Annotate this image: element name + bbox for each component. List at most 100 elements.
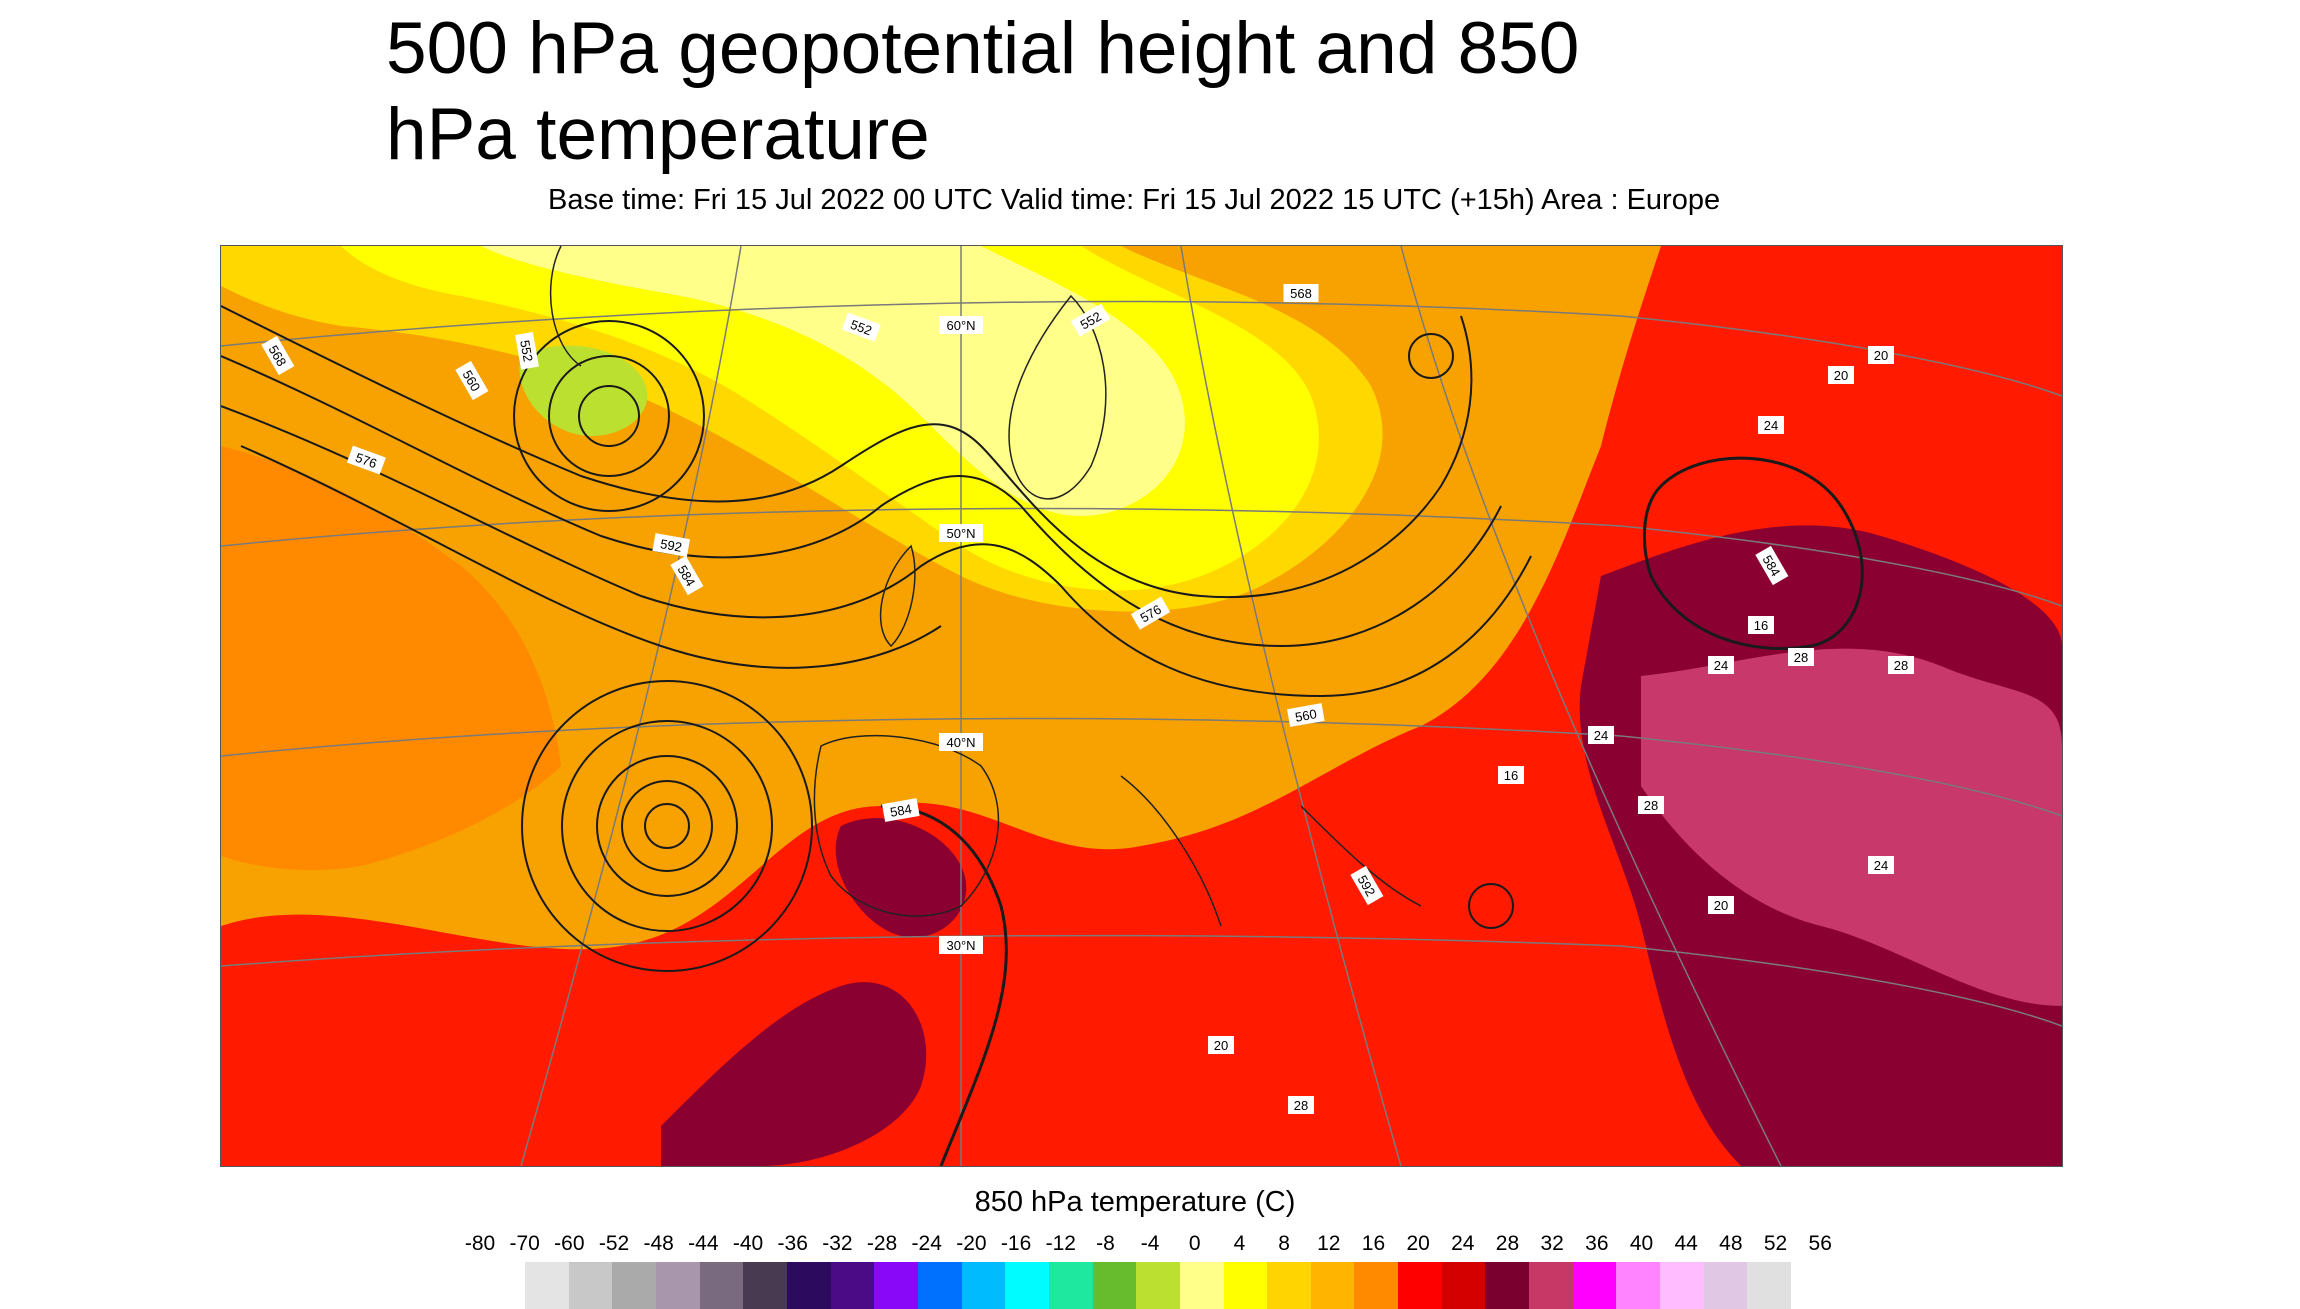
field-warm-atlantic bbox=[221, 446, 561, 871]
legend-tick-label: 36 bbox=[1585, 1232, 1609, 1255]
meridian-east bbox=[1180, 246, 1402, 1166]
legend-tick-label: -12 bbox=[1045, 1232, 1076, 1255]
svg-text:20: 20 bbox=[1714, 898, 1728, 913]
graticule bbox=[221, 246, 2062, 1166]
contour-low-atlantic-4 bbox=[561, 720, 773, 932]
legend-swatch bbox=[874, 1262, 918, 1309]
contour-576 bbox=[221, 355, 1502, 648]
legend-tick-label: -80 bbox=[464, 1232, 496, 1255]
meridian-far-east bbox=[1400, 246, 1782, 1166]
svg-text:28: 28 bbox=[1894, 658, 1908, 673]
legend-tick-label: -4 bbox=[1140, 1232, 1160, 1255]
legend-swatch bbox=[830, 1262, 875, 1309]
legend-swatch bbox=[1398, 1262, 1442, 1309]
temperature-value-label: 28 bbox=[1288, 1096, 1314, 1114]
contour-592-iberia bbox=[880, 804, 1008, 1166]
field-very-hot-iberia-south bbox=[661, 982, 927, 1166]
svg-text:28: 28 bbox=[1294, 1098, 1308, 1113]
coast-british-isles bbox=[879, 544, 916, 648]
legend-tick-label: 52 bbox=[1763, 1232, 1788, 1255]
graticule-label: 50°N bbox=[939, 524, 983, 542]
europe-map: 568 560 552 576 552 552 568 584 576 560 592 584 592 5… bbox=[220, 245, 2063, 1167]
legend-swatch bbox=[1092, 1262, 1137, 1309]
legend-tick-label: 20 bbox=[1406, 1232, 1430, 1255]
legend-swatch bbox=[1005, 1262, 1049, 1309]
coast-balkans bbox=[1300, 805, 1422, 907]
svg-text:28: 28 bbox=[1644, 798, 1658, 813]
contour-height-label: 576 bbox=[346, 445, 386, 475]
legend-tick-label: -36 bbox=[777, 1232, 808, 1255]
legend-swatch bbox=[1747, 1262, 1792, 1309]
contour-low-atlantic-5 bbox=[521, 680, 813, 972]
coast-scandinavia bbox=[1008, 294, 1107, 500]
legend-swatch bbox=[1223, 1262, 1268, 1309]
field-extreme-east bbox=[1641, 648, 2062, 1006]
graticule-label: 40°N bbox=[939, 733, 983, 751]
graticule-labels: 60°N 50°N 40°N 30°N bbox=[939, 316, 983, 954]
legend-swatch bbox=[786, 1262, 831, 1309]
legend-tick-label: 48 bbox=[1719, 1232, 1743, 1255]
legend-ticks: -80 -70 -60 -52 -48 -44 -40 -36 -32 -28 -24 -20 -16-… bbox=[0, 1232, 2300, 1256]
svg-text:60°N: 60°N bbox=[946, 318, 975, 333]
legend-swatch bbox=[1267, 1262, 1311, 1309]
legend-tick-label: -24 bbox=[911, 1232, 942, 1255]
legend-swatch bbox=[1572, 1262, 1617, 1309]
legend-color-bar bbox=[525, 1262, 1792, 1309]
contour-low-atlantic-2 bbox=[621, 780, 713, 872]
coast-italy bbox=[1120, 775, 1222, 927]
legend-swatch bbox=[961, 1262, 1006, 1309]
svg-text:16: 16 bbox=[1504, 768, 1518, 783]
legend-tick-label: 0 bbox=[1188, 1232, 1201, 1255]
contour-height-label: 552 bbox=[1070, 303, 1111, 337]
legend-tick-label: 40 bbox=[1629, 1232, 1654, 1255]
temperature-field bbox=[221, 246, 2062, 1166]
contour-height-label: 560 bbox=[455, 360, 489, 401]
svg-text:24: 24 bbox=[1764, 418, 1778, 433]
legend-tick-label: -52 bbox=[598, 1232, 630, 1255]
page-title: 500 hPa geopotential height and 850 hPa … bbox=[386, 8, 1580, 175]
legend-tick-label: 44 bbox=[1674, 1232, 1698, 1255]
legend-tick-label: -44 bbox=[688, 1232, 719, 1255]
legend-tick-label: -8 bbox=[1096, 1232, 1115, 1255]
legend-tick-label: -40 bbox=[732, 1232, 764, 1255]
legend-swatch bbox=[612, 1262, 656, 1309]
legend-title: 850 hPa temperature (C) bbox=[974, 1186, 1296, 1218]
contour-height-label: 584 bbox=[1755, 545, 1789, 586]
temperature-value-label: 16 bbox=[1498, 766, 1524, 784]
temperature-value-label: 20 bbox=[1208, 1036, 1234, 1054]
legend-swatch bbox=[1136, 1262, 1180, 1309]
contour-584 bbox=[221, 405, 1532, 698]
contour-low-atlantic-1 bbox=[644, 803, 690, 849]
coast-greenland bbox=[549, 246, 582, 367]
contour-low-baltic bbox=[1408, 333, 1454, 379]
contour-low-north-2 bbox=[548, 355, 670, 477]
temperature-value-label: 28 bbox=[1788, 648, 1814, 666]
svg-text:28: 28 bbox=[1794, 650, 1808, 665]
contour-height-label: 584 bbox=[670, 555, 704, 596]
legend-tick-label: 8 bbox=[1278, 1232, 1290, 1255]
legend-swatch bbox=[655, 1262, 700, 1309]
legend-swatch bbox=[1354, 1262, 1399, 1309]
svg-text:552: 552 bbox=[517, 339, 536, 363]
legend-swatch bbox=[1529, 1262, 1573, 1309]
contour-low-north-1 bbox=[578, 385, 640, 447]
contour-height-label: 552 bbox=[841, 312, 881, 342]
temperature-value-label: 20 bbox=[1828, 366, 1854, 384]
svg-text:552: 552 bbox=[848, 317, 874, 339]
contour-height-label: 560 bbox=[1287, 703, 1325, 727]
legend-tick-label: 56 bbox=[1808, 1232, 1832, 1255]
svg-text:24: 24 bbox=[1874, 858, 1888, 873]
legend-tick-label: 24 bbox=[1451, 1232, 1475, 1255]
contour-height-label: 584 bbox=[882, 798, 920, 822]
svg-text:576: 576 bbox=[353, 450, 379, 472]
base-valid-time-subtitle: Base time: Fri 15 Jul 2022 00 UTC Valid … bbox=[548, 184, 1721, 216]
field-hot-zone bbox=[221, 246, 2062, 1166]
contour-low-atlantic-3 bbox=[596, 755, 738, 897]
field-very-hot-iberia bbox=[835, 818, 967, 938]
svg-text:20: 20 bbox=[1874, 348, 1888, 363]
legend-swatch bbox=[699, 1262, 744, 1309]
temperature-value-label: 24 bbox=[1708, 656, 1734, 674]
contour-height-label: 592 bbox=[652, 533, 690, 557]
temperature-value-label: 24 bbox=[1868, 856, 1894, 874]
